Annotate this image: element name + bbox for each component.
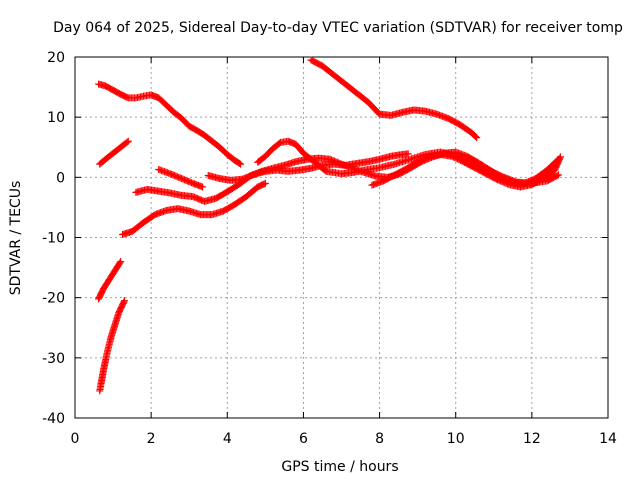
data-series bbox=[368, 150, 564, 191]
y-tick-label: 20 bbox=[47, 50, 65, 66]
data-series bbox=[96, 297, 128, 395]
data-point bbox=[555, 171, 563, 179]
axis-ticks: 0 2 4 6 8 10 12 14 -40 -30 -20 -10 0 10 20 bbox=[42, 50, 617, 447]
chart-title: Day 064 of 2025, Sidereal Day-to-day VTE… bbox=[53, 20, 623, 36]
data-point bbox=[117, 258, 125, 266]
y-axis-label: SDTVAR / TECUs bbox=[8, 181, 24, 296]
data-point bbox=[237, 160, 245, 168]
data-series bbox=[155, 166, 207, 191]
x-tick-label: 10 bbox=[447, 431, 465, 447]
data-point bbox=[120, 297, 128, 305]
y-tick-label: 10 bbox=[47, 110, 65, 126]
grid-lines bbox=[75, 57, 608, 418]
data-point bbox=[472, 133, 480, 141]
data-point bbox=[260, 180, 268, 188]
y-tick-label: -10 bbox=[42, 231, 65, 247]
data-point bbox=[553, 172, 561, 180]
data-series bbox=[95, 80, 245, 168]
y-tick-label: -20 bbox=[42, 291, 65, 307]
x-tick-label: 12 bbox=[523, 431, 541, 447]
x-tick-label: 14 bbox=[599, 431, 617, 447]
data-point bbox=[116, 259, 124, 267]
data-point bbox=[261, 179, 269, 187]
data-series bbox=[96, 137, 132, 168]
x-tick-label: 8 bbox=[375, 431, 384, 447]
data-point bbox=[473, 134, 481, 142]
data-point bbox=[199, 183, 207, 191]
data-point bbox=[124, 137, 132, 145]
y-tick-label: -40 bbox=[42, 411, 65, 427]
data-points bbox=[95, 56, 564, 395]
x-axis-label: GPS time / hours bbox=[281, 459, 398, 475]
x-tick-label: 6 bbox=[299, 431, 308, 447]
x-tick-label: 4 bbox=[223, 431, 232, 447]
data-series bbox=[95, 258, 125, 303]
data-point bbox=[123, 138, 131, 146]
y-tick-label: -30 bbox=[42, 351, 65, 367]
data-series bbox=[119, 179, 269, 238]
data-point bbox=[235, 159, 243, 167]
y-tick-label: 0 bbox=[56, 170, 65, 186]
data-point bbox=[404, 150, 412, 158]
x-tick-label: 2 bbox=[147, 431, 156, 447]
data-series bbox=[307, 56, 481, 142]
data-point bbox=[120, 298, 128, 306]
x-tick-label: 0 bbox=[71, 431, 80, 447]
data-point bbox=[556, 153, 564, 161]
